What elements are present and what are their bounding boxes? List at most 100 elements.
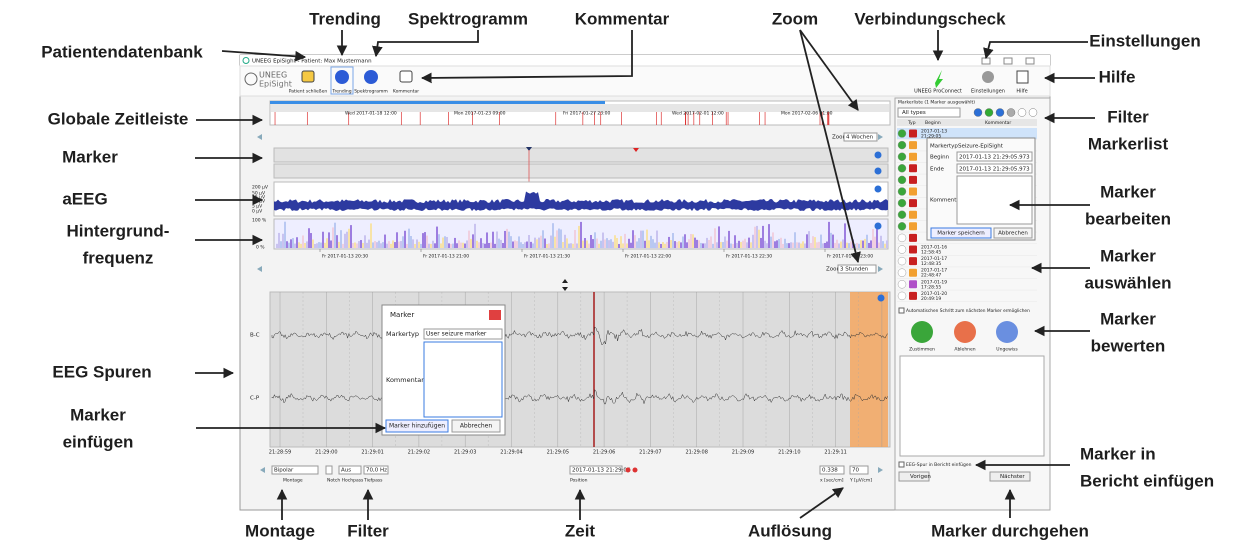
toolbar-icon[interactable] xyxy=(982,71,994,83)
toolbar-button-label[interactable]: Einstellungen xyxy=(971,89,1005,95)
frequency-bar xyxy=(796,242,798,248)
popup-comment[interactable] xyxy=(957,176,1032,224)
dialog-close[interactable] xyxy=(489,310,501,320)
rating-label[interactable]: Ungewiss xyxy=(996,347,1018,353)
frequency-bar xyxy=(392,240,394,248)
row-status[interactable] xyxy=(898,130,906,138)
control-value[interactable]: 2017-01-13 21:29:05 xyxy=(572,468,631,474)
filter-value[interactable]: All types xyxy=(902,110,926,116)
toolbar-button-label[interactable]: Patient schließen xyxy=(289,89,328,95)
rating-button[interactable] xyxy=(996,321,1018,343)
rating-comment[interactable] xyxy=(900,356,1044,456)
row-time[interactable]: 12:48:35 xyxy=(921,261,941,267)
control-value[interactable]: 70 xyxy=(852,468,859,474)
toolbar-button-label[interactable]: Spektrogramm xyxy=(354,89,388,95)
frequency-bar xyxy=(566,238,568,248)
dialog-comment-box[interactable] xyxy=(424,342,502,417)
nav-button-label[interactable]: Nächster xyxy=(1000,474,1025,480)
zoom-value[interactable]: 4 Wochen xyxy=(846,135,874,141)
filter-icon[interactable] xyxy=(974,109,982,117)
control-value[interactable]: Bipolar xyxy=(274,468,294,474)
frequency-bar xyxy=(686,242,688,248)
frequency-bar xyxy=(424,232,426,248)
frequency-bar xyxy=(534,238,536,248)
row-status[interactable] xyxy=(898,141,906,149)
rating-label[interactable]: Ablehnen xyxy=(954,347,975,353)
dialog-button-label[interactable]: Marker hinzufügen xyxy=(389,423,445,430)
frequency-bar xyxy=(584,238,586,248)
control-value[interactable]: Aus xyxy=(341,468,351,474)
info-icon[interactable] xyxy=(875,152,882,159)
filter-icon[interactable] xyxy=(985,109,993,117)
popup-button-label[interactable]: Marker speichern xyxy=(937,231,985,237)
callout-label: Verbindungscheck xyxy=(854,9,1006,28)
dialog-value[interactable]: User seizure marker xyxy=(426,331,487,338)
frequency-bar xyxy=(576,243,578,248)
position-button[interactable] xyxy=(626,468,631,473)
frequency-bar xyxy=(830,233,832,248)
row-status[interactable] xyxy=(898,222,906,230)
row-status[interactable] xyxy=(898,199,906,207)
rating-button[interactable] xyxy=(954,321,976,343)
toolbar-button-label[interactable]: UNEEG ProConnect xyxy=(914,89,962,95)
frequency-bar xyxy=(438,234,440,248)
row-status[interactable] xyxy=(898,153,906,161)
toolbar-icon[interactable] xyxy=(400,71,412,82)
frequency-bar xyxy=(542,230,544,248)
toolbar-icon[interactable] xyxy=(364,70,378,84)
control-field[interactable] xyxy=(326,466,332,474)
toolbar-icon[interactable] xyxy=(1017,71,1028,83)
row-status[interactable] xyxy=(898,280,906,288)
control-value[interactable]: 0.338 xyxy=(822,468,838,474)
info-icon[interactable] xyxy=(875,168,882,175)
rating-button[interactable] xyxy=(911,321,933,343)
row-status[interactable] xyxy=(898,176,906,184)
frequency-bar xyxy=(704,243,706,248)
dialog-button-label[interactable]: Abbrechen xyxy=(460,423,493,430)
row-time[interactable]: 17:28:55 xyxy=(921,284,941,290)
frequency-bar xyxy=(370,223,372,248)
toolbar-icon[interactable] xyxy=(302,71,314,82)
row-status[interactable] xyxy=(898,269,906,277)
frequency-bar xyxy=(810,243,812,248)
toolbar-button-label[interactable]: Trending xyxy=(331,89,351,95)
row-status[interactable] xyxy=(898,292,906,300)
row-time[interactable]: 20:49:19 xyxy=(921,296,941,302)
frequency-bar xyxy=(762,226,764,248)
nav-button-label[interactable]: Vorigen xyxy=(910,474,931,480)
row-status[interactable] xyxy=(898,234,906,242)
row-status[interactable] xyxy=(898,211,906,219)
row-status[interactable] xyxy=(898,246,906,254)
filter-icon[interactable] xyxy=(996,109,1004,117)
row-status[interactable] xyxy=(898,164,906,172)
popup-value[interactable]: 2017-01-13 21:29:05.973 xyxy=(959,167,1030,173)
checkbox[interactable] xyxy=(899,308,904,313)
frequency-bar xyxy=(300,244,302,248)
toolbar-button-label[interactable]: Kommentar xyxy=(393,89,419,95)
filter-icon[interactable] xyxy=(1007,109,1015,117)
popup-value[interactable]: 2017-01-13 21:29:05.973 xyxy=(959,155,1030,161)
popup-button-label[interactable]: Abbrechen xyxy=(998,231,1028,237)
position-button[interactable] xyxy=(633,468,638,473)
info-icon[interactable] xyxy=(875,223,882,230)
callout-label: frequenz xyxy=(83,248,154,267)
filter-icon[interactable] xyxy=(1029,109,1037,117)
row-status[interactable] xyxy=(898,188,906,196)
toolbar-icon[interactable] xyxy=(335,70,349,84)
frequency-bar xyxy=(334,223,336,248)
control-value[interactable]: 70,0 Hz xyxy=(366,468,387,474)
zoom-value[interactable]: 3 Stunden xyxy=(840,267,869,273)
frequency-bar xyxy=(340,230,342,248)
row-status[interactable] xyxy=(898,257,906,265)
info-icon[interactable] xyxy=(875,186,882,193)
filter-icon[interactable] xyxy=(1018,109,1026,117)
row-time[interactable]: 22:48:47 xyxy=(921,273,941,279)
frequency-bar xyxy=(468,231,470,248)
info-icon[interactable] xyxy=(878,295,885,302)
trend-time-label: Fr 2017-01-13 23:00 xyxy=(827,254,873,260)
rating-label[interactable]: Zustimmen xyxy=(909,347,935,353)
row-time[interactable]: 12:58:45 xyxy=(921,250,941,256)
checkbox[interactable] xyxy=(899,462,904,467)
frequency-bar xyxy=(442,238,444,248)
toolbar-button-label[interactable]: Hilfe xyxy=(1016,89,1027,95)
